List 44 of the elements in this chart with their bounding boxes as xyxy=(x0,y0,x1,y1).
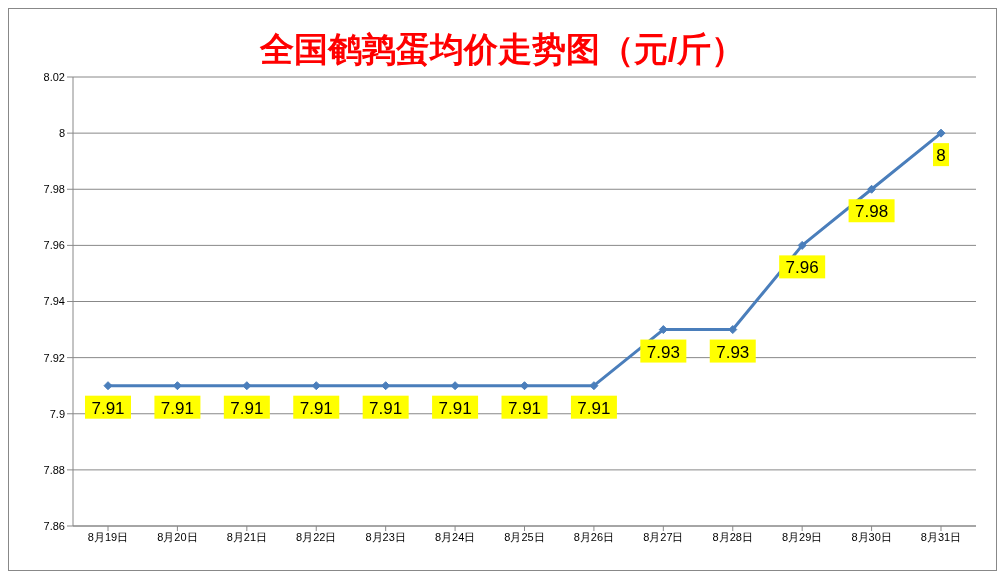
y-tick-label: 7.96 xyxy=(43,239,65,252)
data-label: 7.91 xyxy=(438,398,472,418)
point xyxy=(450,381,460,391)
x-tick-label: 8月22日 xyxy=(296,530,337,543)
x-tick-label: 8月23日 xyxy=(365,530,406,543)
x-tick-label: 8月20日 xyxy=(157,530,198,543)
data-label: 7.98 xyxy=(855,202,889,222)
data-label: 7.93 xyxy=(646,342,680,362)
point xyxy=(520,381,529,391)
point xyxy=(589,381,599,391)
y-tick-label: 7.86 xyxy=(43,519,65,532)
data-label: 7.96 xyxy=(785,258,819,278)
x-tick-label: 8月28日 xyxy=(712,530,753,543)
data-label: 7.91 xyxy=(230,398,264,418)
data-label: 7.91 xyxy=(577,398,611,418)
y-tick-label: 8.02 xyxy=(43,70,65,83)
point xyxy=(103,381,113,391)
y-tick-label: 7.9 xyxy=(49,407,65,420)
point xyxy=(242,381,252,391)
point xyxy=(867,184,877,194)
chart-title: 全国鹌鹑蛋均价走势图（元/斤） xyxy=(259,30,746,68)
x-tick-label: 8月29日 xyxy=(781,530,823,543)
x-tick-label: 8月26日 xyxy=(573,530,615,543)
data-label: 7.91 xyxy=(91,398,125,418)
x-tick-label: 8月21日 xyxy=(226,530,268,543)
y-tick-label: 7.94 xyxy=(43,295,65,308)
data-label: 7.91 xyxy=(507,398,542,418)
data-label: 8 xyxy=(936,146,946,166)
y-tick-label: 8 xyxy=(58,127,65,140)
point xyxy=(797,240,807,250)
point xyxy=(936,128,946,138)
x-tick-label: 8月24日 xyxy=(434,530,476,543)
x-tick-label: 8月19日 xyxy=(87,530,129,543)
data-label: 7.91 xyxy=(160,398,194,418)
y-tick-label: 7.98 xyxy=(43,183,65,196)
x-tick-label: 8月30日 xyxy=(851,530,892,543)
x-tick-label: 8月31日 xyxy=(920,530,962,543)
y-tick-label: 7.88 xyxy=(43,463,65,476)
data-label: 7.91 xyxy=(299,398,333,418)
x-tick-label: 8月25日 xyxy=(504,530,545,543)
data-label: 7.93 xyxy=(716,342,750,362)
data-label: 7.91 xyxy=(369,398,403,418)
x-tick-label: 8月27日 xyxy=(643,530,684,543)
y-tick-label: 7.92 xyxy=(43,351,65,364)
